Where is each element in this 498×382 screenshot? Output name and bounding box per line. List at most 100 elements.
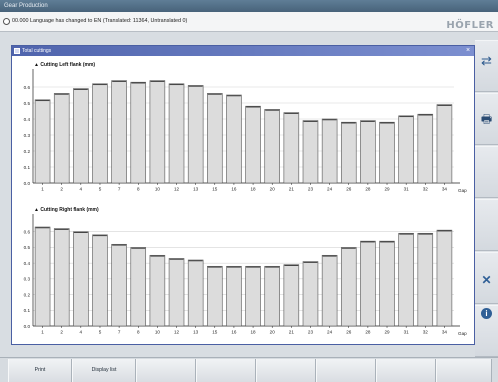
chart0-ytick-label: 0.0 xyxy=(24,181,31,186)
chart1-ytick-label: 0.2 xyxy=(24,292,31,297)
chart1-xtick-label: 18 xyxy=(251,330,257,335)
app-titlebar: Gear Production xyxy=(0,0,498,12)
chart1-xtick-label: 16 xyxy=(231,330,237,335)
chart0-xtick-label: 20 xyxy=(270,187,276,192)
chart1-bar xyxy=(187,259,204,327)
chart1-bar xyxy=(302,261,319,327)
chart0-ytick-label: 0.6 xyxy=(24,85,31,90)
chart0-bar xyxy=(340,121,357,184)
chart0-xtick-label: 12 xyxy=(174,187,180,192)
transfer-arrows-icon: ⇄ xyxy=(481,53,492,68)
chart0-bar xyxy=(245,105,261,184)
chart1-xtick-label: 29 xyxy=(384,330,390,335)
bottom-toolbar: Print Display list xyxy=(0,357,498,382)
chart1-bar xyxy=(417,232,434,327)
chart1-bar xyxy=(92,234,108,327)
chart1-bar xyxy=(149,254,166,327)
chart0-xtick-label: 18 xyxy=(251,187,257,192)
chart0-xtick-label: 13 xyxy=(193,187,199,192)
chart0-bar xyxy=(436,104,453,184)
print-button[interactable]: Print xyxy=(8,359,72,382)
chart1-title: ▲ Cutting Right flank (mm) xyxy=(34,207,99,213)
chart0-xtick-label: 16 xyxy=(231,187,237,192)
chart1-bar xyxy=(53,228,70,327)
chart1-xtick-label: 34 xyxy=(442,330,448,335)
chart0-bar xyxy=(73,88,89,184)
chart0-bar xyxy=(53,93,70,184)
clock-icon xyxy=(3,18,10,25)
chart0-xtick-label: 5 xyxy=(99,187,102,192)
chart1-xtick-label: 13 xyxy=(193,330,199,335)
chart1-xtick-label: 2 xyxy=(60,330,63,335)
chart1-bar xyxy=(360,240,376,327)
chart0-xtick-label: 32 xyxy=(423,187,429,192)
chart1-ytick-label: 0.6 xyxy=(24,230,31,235)
chart0-bar xyxy=(168,83,185,184)
chart1-bar xyxy=(264,265,280,327)
footer-button-4[interactable] xyxy=(196,359,256,382)
display-list-button[interactable]: Display list xyxy=(72,359,136,382)
chart0-bar xyxy=(130,81,147,184)
chart0-ytick-label: 0.5 xyxy=(24,101,31,106)
footer-button-7[interactable] xyxy=(376,359,436,382)
chart0-xlabel: Gap xyxy=(458,188,467,193)
print-side-button[interactable]: 🖶 xyxy=(475,93,498,145)
brand-logo: HÖFLER xyxy=(446,20,494,31)
chart0-bar xyxy=(207,93,223,184)
chart0-ytick-label: 0.4 xyxy=(24,117,31,122)
chart0-bar xyxy=(321,118,338,184)
chart0-xtick-label: 24 xyxy=(327,187,333,192)
chart1-xtick-label: 26 xyxy=(346,330,352,335)
total-cuttings-dialog: Total cuttings × ▲ Cutting Left flank (m… xyxy=(11,45,475,345)
chart0-title: ▲ Cutting Left flank (mm) xyxy=(34,62,95,68)
dialog-titlebar[interactable]: Total cuttings × xyxy=(12,46,474,56)
chart0-xtick-label: 10 xyxy=(155,187,161,192)
footer-button-8[interactable] xyxy=(436,359,492,382)
printer-icon: 🖶 xyxy=(480,112,493,126)
chart1-xtick-label: 28 xyxy=(365,330,371,335)
chart1-ytick-label: 0.3 xyxy=(24,277,31,282)
chart1-bar xyxy=(321,254,338,327)
dialog-close-button[interactable]: × xyxy=(465,47,471,54)
footer-button-6[interactable] xyxy=(316,359,376,382)
status-bar: 00.000 Language has changed to EN (Trans… xyxy=(0,12,498,32)
chart1-bar xyxy=(245,265,261,327)
footer-button-5[interactable] xyxy=(256,359,316,382)
chart0-bar xyxy=(111,80,127,184)
chart0-xtick-label: 21 xyxy=(289,187,295,192)
chart0-bar xyxy=(264,109,280,184)
chart0-bar xyxy=(226,94,242,184)
chart1-bar xyxy=(436,229,453,327)
chart1-bar xyxy=(207,265,223,327)
close-side-button[interactable]: ✕ xyxy=(475,252,498,304)
window-icon xyxy=(14,48,20,54)
chart1-bar xyxy=(34,226,51,327)
chart1-bar xyxy=(111,243,127,327)
chart1-xtick-label: 24 xyxy=(327,330,333,335)
chart0-bar xyxy=(302,120,319,184)
side-button-4[interactable] xyxy=(475,199,498,251)
chart0-bar xyxy=(283,112,300,184)
chart0-xtick-label: 8 xyxy=(137,187,140,192)
chart1-ytick-label: 0.5 xyxy=(24,245,31,250)
side-button-3[interactable] xyxy=(475,146,498,198)
chart0-bar xyxy=(379,121,395,184)
info-icon: i xyxy=(481,308,492,319)
close-x-icon: ✕ xyxy=(481,273,492,287)
chart0-xtick-label: 31 xyxy=(404,187,410,192)
cutting-left-flank-chart: ▲ Cutting Left flank (mm) 0.0 0.1 0.2 0.3 0.4… xyxy=(24,62,468,193)
transfer-button[interactable]: ⇄ xyxy=(475,40,498,92)
info-side-button[interactable]: i xyxy=(475,305,498,357)
chart0-bar xyxy=(187,85,204,184)
chart1-ytick-label: 0.0 xyxy=(24,324,31,329)
chart0-xtick-label: 26 xyxy=(346,187,352,192)
footer-button-3[interactable] xyxy=(136,359,196,382)
chart0-bar xyxy=(34,99,51,184)
chart1-xtick-label: 31 xyxy=(404,330,410,335)
chart1-xtick-label: 10 xyxy=(155,330,161,335)
cutting-right-flank-chart: ▲ Cutting Right flank (mm) 0.0 0.1 0.2 0.3 0.… xyxy=(24,207,468,336)
chart1-ytick-label: 0.1 xyxy=(24,308,31,313)
chart0-xtick-label: 2 xyxy=(60,187,63,192)
chart1-xtick-label: 12 xyxy=(174,330,180,335)
